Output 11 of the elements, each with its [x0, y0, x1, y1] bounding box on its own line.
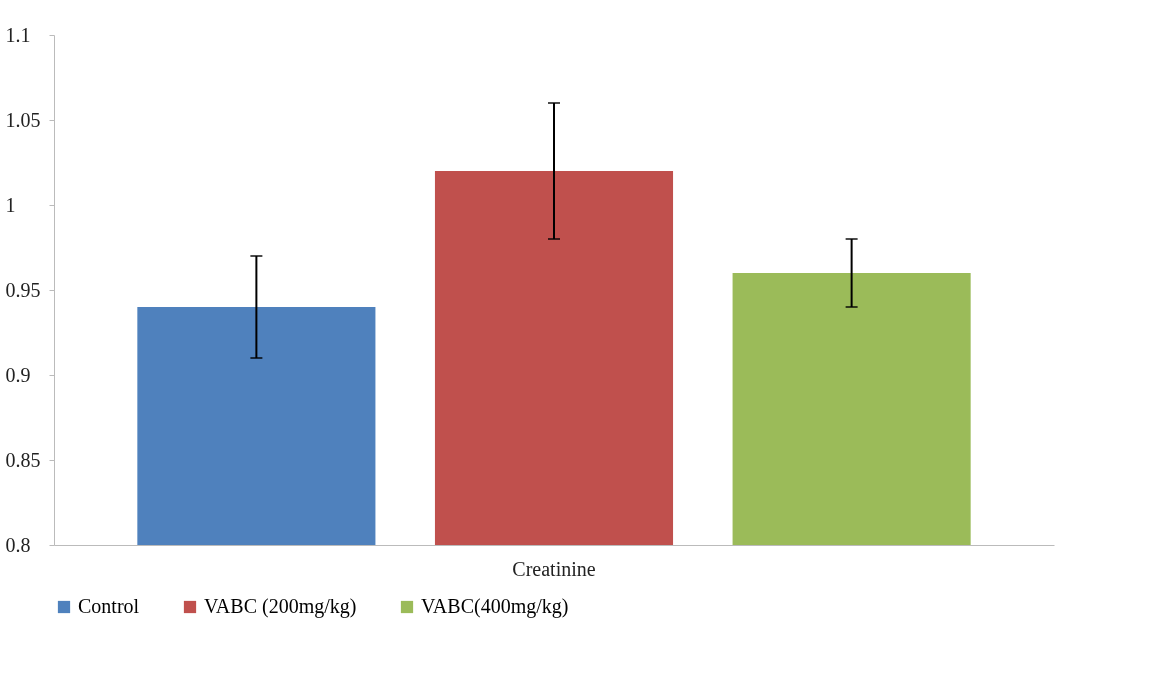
legend-label: Control — [78, 595, 140, 617]
y-tick-label: 0.8 — [5, 533, 31, 556]
legend-label: VABC (200mg/kg) — [204, 595, 357, 618]
legend-label: VABC(400mg/kg) — [421, 595, 569, 618]
y-tick-label: 1 — [5, 193, 16, 216]
y-tick-label: 1.05 — [5, 108, 41, 131]
y-tick-label: 0.95 — [5, 278, 41, 301]
y-tick-label: 1.1 — [5, 23, 31, 46]
y-tick-label: 0.9 — [5, 363, 31, 386]
x-tick-label: Creatinine — [512, 557, 596, 580]
y-tick-label: 0.85 — [5, 448, 41, 471]
